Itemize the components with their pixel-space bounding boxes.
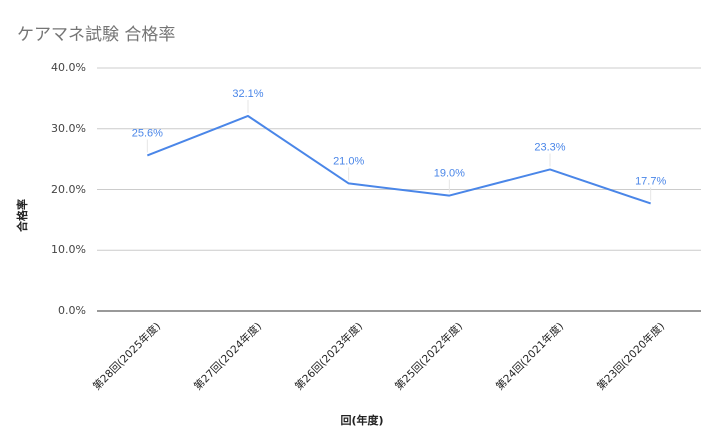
y-tick-label: 20.0% bbox=[51, 182, 86, 196]
data-label: 19.0% bbox=[434, 168, 465, 180]
data-label: 17.7% bbox=[635, 175, 666, 187]
chart-title: ケアマネ試験 合格率 bbox=[17, 25, 176, 45]
y-tick-label: 10.0% bbox=[51, 243, 86, 257]
data-label: 25.6% bbox=[132, 127, 163, 139]
data-label: 21.0% bbox=[333, 155, 364, 167]
data-label: 23.3% bbox=[534, 141, 565, 153]
x-axis-label: 回(年度) bbox=[340, 414, 384, 427]
y-tick-label: 30.0% bbox=[51, 121, 86, 135]
series-line[interactable] bbox=[146, 114, 651, 205]
data-label: 32.1% bbox=[232, 88, 263, 100]
y-tick-label: 40.0% bbox=[51, 61, 86, 74]
y-tick-label: 0.0% bbox=[58, 304, 86, 317]
